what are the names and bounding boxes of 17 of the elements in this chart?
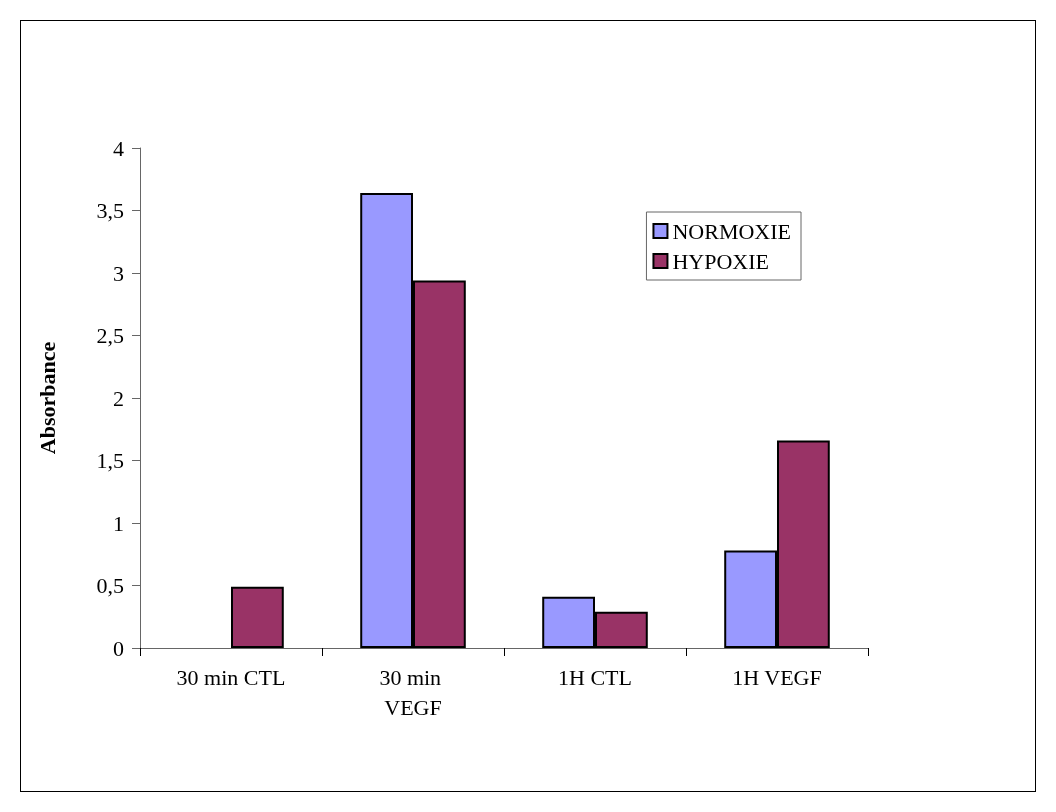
y-axis-title: Absorbance	[34, 341, 60, 455]
x-tick-label: 1H CTL	[558, 664, 632, 690]
legend-label: NORMOXIE	[672, 218, 792, 244]
legend-label: HYPOXIE	[672, 248, 770, 274]
y-tick-label: 3,5	[96, 198, 124, 223]
y-tick-label: 0,5	[96, 573, 124, 598]
x-tick-label: 30 min VEGF	[379, 664, 447, 720]
bar	[231, 586, 284, 648]
y-tick-label: 1,5	[96, 448, 124, 473]
y-tick-label: 4	[113, 135, 124, 161]
y-tick-label: 1	[113, 510, 124, 536]
y-tick-label: 3	[113, 260, 124, 286]
y-tick-label: 0	[113, 635, 124, 661]
x-tick-label: 30 min CTL	[176, 664, 286, 690]
x-tick-label: 1H VEGF	[732, 664, 822, 690]
y-tick-label: 2	[113, 385, 124, 411]
y-tick-label: 2,5	[96, 323, 124, 348]
